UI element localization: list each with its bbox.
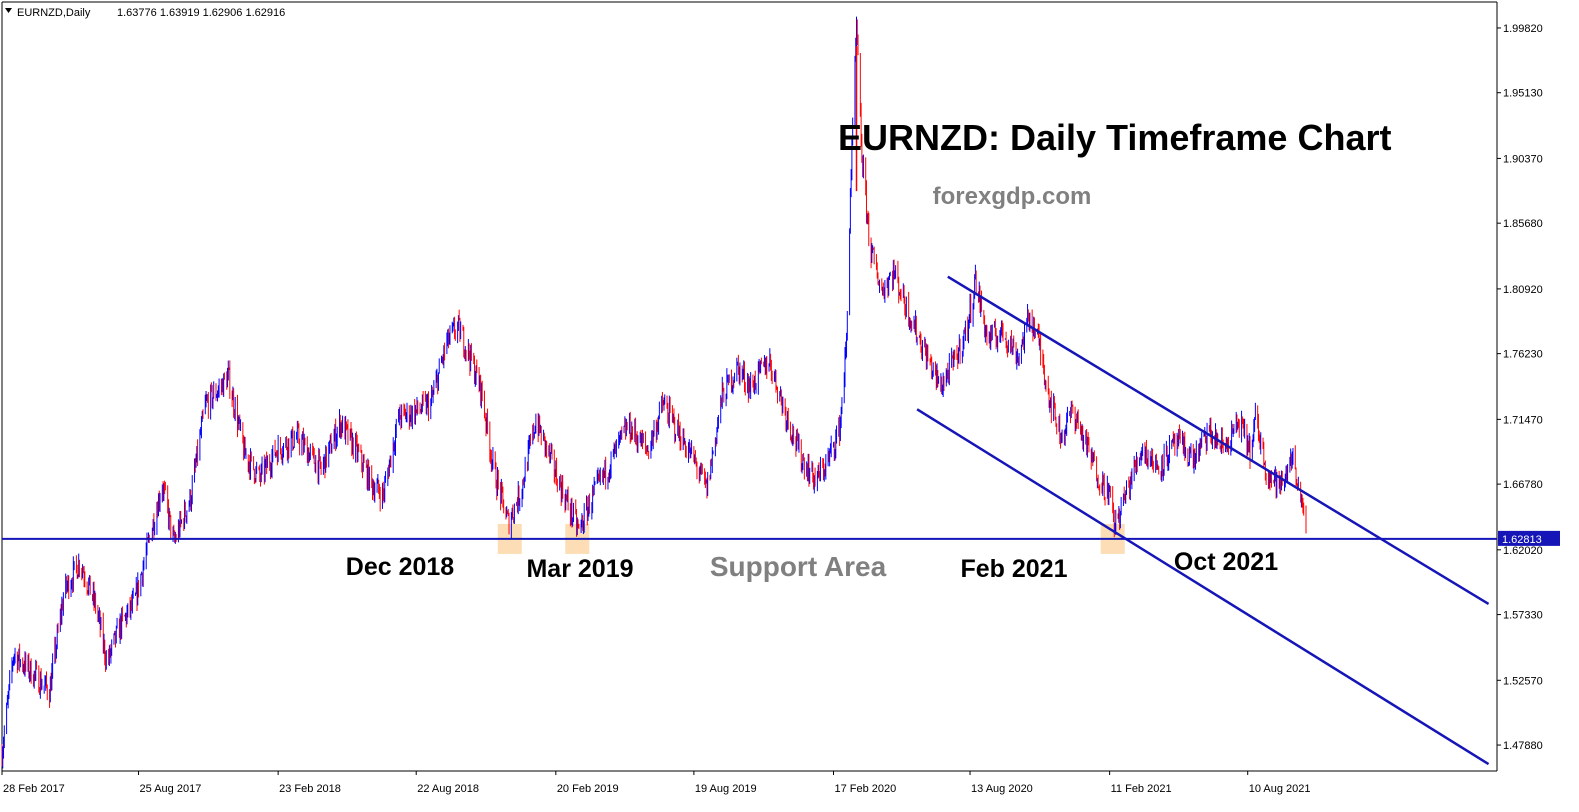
time-tick-label: 22 Aug 2018 (417, 783, 479, 795)
channel-lines (916, 275, 1490, 766)
current-price-label: 1.62813 (1502, 534, 1542, 546)
current-price-badge (1498, 530, 1560, 546)
channel-upper-line (947, 275, 1490, 606)
price-tick-label: 1.76230 (1503, 349, 1543, 361)
time-tick-label: 13 Aug 2020 (971, 783, 1033, 795)
symbol-label: EURNZD,Daily (17, 7, 91, 19)
time-axis: 28 Feb 2017 25 Aug 2017 23 Feb 2018 22 Aug … (1, 771, 1311, 795)
price-tick-label: 1.66780 (1503, 479, 1543, 491)
chart-header[interactable]: EURNZD,Daily 1.63776 1.63919 1.62906 1.6… (5, 7, 285, 19)
price-tick-label: 1.62020 (1503, 545, 1543, 557)
price-tick-label: 1.57330 (1503, 610, 1543, 622)
channel-lower-line (916, 408, 1490, 766)
price-tick-label: 1.85680 (1503, 218, 1543, 230)
ohlc-values: 1.63776 1.63919 1.62906 1.62916 (117, 7, 285, 19)
annotation-dec-2018: Dec 2018 (346, 553, 455, 581)
time-tick-label: 20 Feb 2019 (557, 783, 619, 795)
current-price-tag: 1.62813 (1498, 530, 1560, 546)
annotation-oct-2021: Oct 2021 (1174, 548, 1278, 576)
chart-title: EURNZD: Daily Timeframe Chart (838, 117, 1391, 158)
price-tick-label: 1.90370 (1503, 153, 1543, 165)
time-tick-label: 23 Feb 2018 (279, 783, 341, 795)
price-axis: 1.99820 1.95130 1.90370 1.85680 1.80920 1.762… (1497, 23, 1543, 752)
price-tick-label: 1.80920 (1503, 284, 1543, 296)
price-tick-label: 1.47880 (1503, 740, 1543, 752)
time-tick-label: 11 Feb 2021 (1111, 783, 1172, 795)
dropdown-triangle-icon[interactable] (5, 8, 12, 13)
source-label: forexgdp.com (933, 183, 1092, 210)
time-tick-label: 28 Feb 2017 (3, 783, 65, 795)
time-tick-label: 19 Aug 2019 (695, 783, 757, 795)
price-tick-label: 1.99820 (1503, 23, 1543, 35)
annotation-mar-2019: Mar 2019 (526, 555, 633, 583)
price-tick-label: 1.95130 (1503, 88, 1543, 100)
time-tick-label: 25 Aug 2017 (140, 783, 202, 795)
price-tick-label: 1.52570 (1503, 675, 1543, 687)
time-tick-label: 10 Aug 2021 (1249, 783, 1311, 795)
time-tick-label: 17 Feb 2020 (834, 783, 896, 795)
annotation-support-area: Support Area (710, 551, 887, 582)
annotation-feb-2021: Feb 2021 (960, 555, 1067, 583)
price-bars (1, 16, 1307, 769)
price-tick-label: 1.71470 (1503, 414, 1543, 426)
